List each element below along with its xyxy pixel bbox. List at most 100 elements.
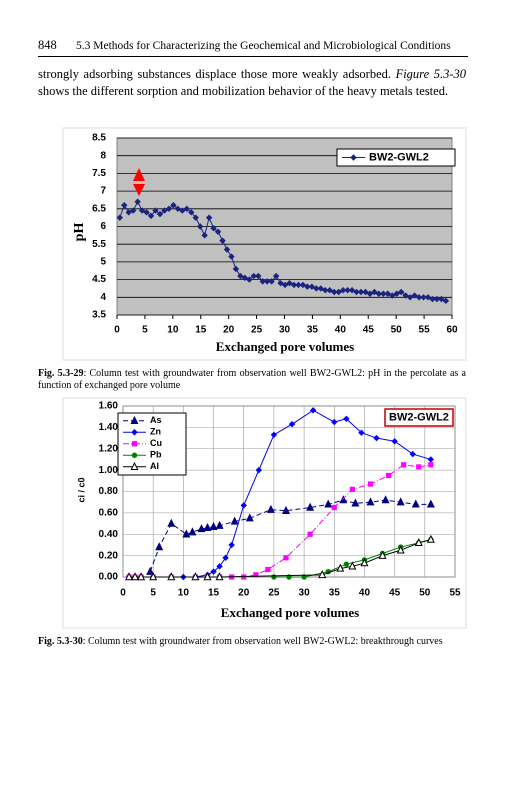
x-tick-label: 15 xyxy=(195,325,207,336)
marker xyxy=(348,561,357,570)
y-tick-label: 0.40 xyxy=(99,529,119,540)
marker xyxy=(343,561,350,567)
marker xyxy=(191,572,200,581)
marker xyxy=(415,294,423,301)
marker xyxy=(358,429,365,436)
marker xyxy=(228,253,235,260)
marker xyxy=(228,541,235,549)
marker xyxy=(427,456,435,463)
marker xyxy=(155,542,164,551)
marker xyxy=(344,287,351,294)
text: shows the different sorption and mobiliz… xyxy=(38,84,449,98)
y-tick-label: 0.80 xyxy=(99,486,119,497)
marker xyxy=(380,290,387,297)
body-paragraph: strongly adsorbing substances displace t… xyxy=(38,66,466,100)
marker xyxy=(272,272,280,280)
y-tick-label: 3.5 xyxy=(92,310,106,321)
marker xyxy=(351,498,360,507)
y-tick-label: 1.00 xyxy=(99,465,119,476)
marker xyxy=(129,207,137,214)
y-axis-title: pH xyxy=(72,223,87,242)
marker xyxy=(131,572,140,581)
marker xyxy=(373,434,380,442)
marker xyxy=(237,272,244,280)
x-tick-label: 30 xyxy=(299,588,311,599)
marker xyxy=(196,223,204,230)
y-tick-label: 0.60 xyxy=(99,508,119,519)
marker xyxy=(210,568,217,575)
x-tick-label: 5 xyxy=(150,588,156,599)
marker xyxy=(125,572,134,581)
marker xyxy=(295,281,302,289)
down-arrow xyxy=(133,184,145,196)
marker xyxy=(246,276,253,283)
marker xyxy=(343,415,350,423)
y-tick-label: 4 xyxy=(100,292,106,303)
x-tick-label: 45 xyxy=(389,588,401,599)
y-tick-label: 8.5 xyxy=(92,133,106,144)
marker xyxy=(420,294,427,301)
marker xyxy=(357,288,365,296)
marker xyxy=(378,550,387,559)
marker xyxy=(240,502,247,509)
y-tick-label: 8 xyxy=(100,150,106,161)
caption: Fig. 5.3-30: Column test with groundwate… xyxy=(38,636,466,648)
annotation: BW2-GWL2 xyxy=(389,411,449,423)
marker xyxy=(270,431,278,439)
x-tick-label: 35 xyxy=(329,588,341,599)
marker xyxy=(330,288,338,296)
legend-label: Cu xyxy=(150,438,162,448)
marker xyxy=(165,205,173,212)
x-tick-label: 30 xyxy=(279,325,291,336)
y-tick-label: 1.40 xyxy=(99,422,119,433)
marker xyxy=(375,290,383,297)
marker xyxy=(255,272,262,280)
marker xyxy=(309,407,317,414)
marker xyxy=(324,499,333,508)
marker xyxy=(426,499,435,508)
marker xyxy=(429,295,436,303)
x-tick-label: 55 xyxy=(419,325,431,336)
marker xyxy=(349,486,355,492)
marker xyxy=(313,285,320,292)
y-tick-label: 6 xyxy=(100,221,106,232)
x-tick-label: 20 xyxy=(223,325,235,336)
marker xyxy=(241,574,247,580)
legend-marker xyxy=(131,452,138,458)
marker xyxy=(232,265,240,273)
x-tick-label: 5 xyxy=(142,325,148,336)
series-line xyxy=(149,499,431,572)
marker xyxy=(116,214,123,221)
marker xyxy=(281,505,290,514)
marker xyxy=(255,466,263,474)
marker xyxy=(223,246,231,253)
marker xyxy=(203,572,212,581)
legend-marker xyxy=(131,429,138,436)
x-tick-label: 0 xyxy=(120,588,126,599)
page-number: 848 xyxy=(38,38,57,52)
marker xyxy=(266,504,275,513)
marker xyxy=(209,521,218,530)
marker xyxy=(263,278,271,285)
marker xyxy=(183,205,190,212)
y-tick-label: 5.5 xyxy=(92,239,106,250)
marker xyxy=(396,497,405,506)
x-tick-label: 25 xyxy=(251,325,263,336)
caption: Fig. 5.3-29: Column test with groundwate… xyxy=(38,368,466,392)
marker xyxy=(290,281,298,289)
header-title: 5.3 Methods for Characterizing the Geoch… xyxy=(76,40,451,52)
marker xyxy=(401,462,407,468)
marker xyxy=(416,464,422,470)
legend-box xyxy=(336,148,456,167)
x-tick-label: 55 xyxy=(449,588,461,599)
x-tick-label: 20 xyxy=(238,588,250,599)
y-tick-label: 0.00 xyxy=(99,572,119,583)
marker xyxy=(336,563,345,572)
marker xyxy=(304,283,311,290)
x-tick-label: 15 xyxy=(208,588,220,599)
marker xyxy=(216,563,223,570)
marker xyxy=(366,497,375,506)
y-tick-label: 1.60 xyxy=(99,401,119,412)
